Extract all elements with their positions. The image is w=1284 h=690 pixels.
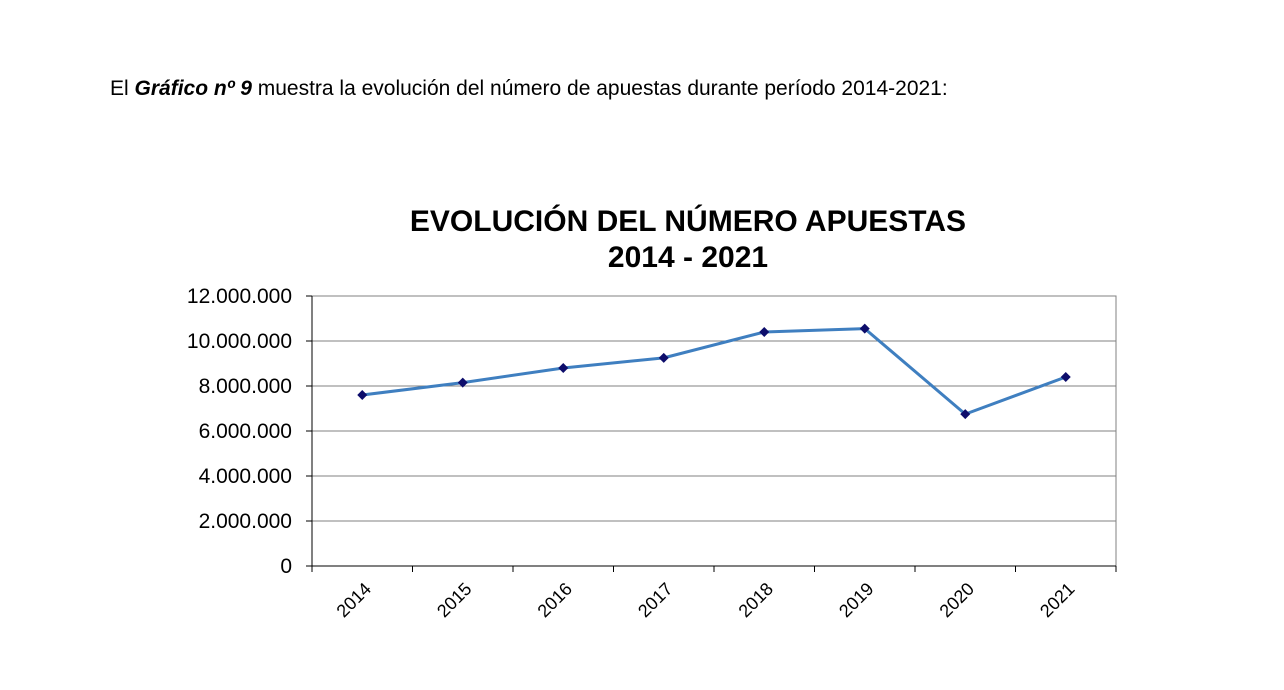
x-tick-label: 2017: [634, 579, 676, 621]
y-tick-label: 4.000.000: [199, 465, 292, 488]
data-point: [457, 377, 468, 388]
chart-title-block: EVOLUCIÓN DEL NÚMERO APUESTAS 2014 - 202…: [288, 204, 1088, 276]
series-line: [362, 327, 1067, 416]
intro-prefix: El: [110, 77, 135, 100]
x-tick-label: 2015: [433, 579, 475, 621]
y-tick-label: 0: [280, 555, 292, 578]
y-tick-label: 8.000.000: [199, 375, 292, 398]
data-point: [658, 352, 669, 363]
x-axis: 2014 2015 2016 2017 2018 2019 2020 2021: [311, 565, 1117, 621]
series-layer: [357, 323, 1071, 420]
x-tick-label: 2020: [936, 579, 978, 621]
intro-emphasis: Gráfico nº 9: [134, 77, 252, 100]
y-tick-label: 2.000.000: [199, 510, 292, 533]
x-tick-label: 2016: [534, 579, 576, 621]
data-point: [859, 323, 870, 334]
data-point: [960, 409, 971, 420]
data-point: [1060, 372, 1071, 382]
y-axis: 0 2.000.000 4.000.000 6.000.000 8.000.000 10.…: [187, 285, 313, 578]
gridlines: [312, 295, 1116, 522]
data-point: [759, 327, 770, 337]
x-tick-label: 2019: [835, 579, 877, 621]
intro-suffix: muestra la evolución del número de apues…: [251, 77, 948, 100]
y-tick-label: 12.000.000: [187, 285, 292, 308]
x-tick-label: 2021: [1036, 579, 1078, 621]
chart-title: EVOLUCIÓN DEL NÚMERO APUESTAS: [409, 205, 967, 238]
y-tick-label: 6.000.000: [199, 420, 292, 443]
intro-paragraph: El Gráfico nº 9 muestra la evolución del…: [110, 76, 948, 102]
x-tick-label: 2018: [735, 579, 777, 621]
x-tick-label: 2014: [333, 579, 375, 621]
data-point: [558, 363, 569, 373]
data-point: [357, 390, 368, 400]
chart-subtitle: 2014 - 2021: [607, 241, 769, 274]
y-tick-label: 10.000.000: [187, 330, 292, 353]
